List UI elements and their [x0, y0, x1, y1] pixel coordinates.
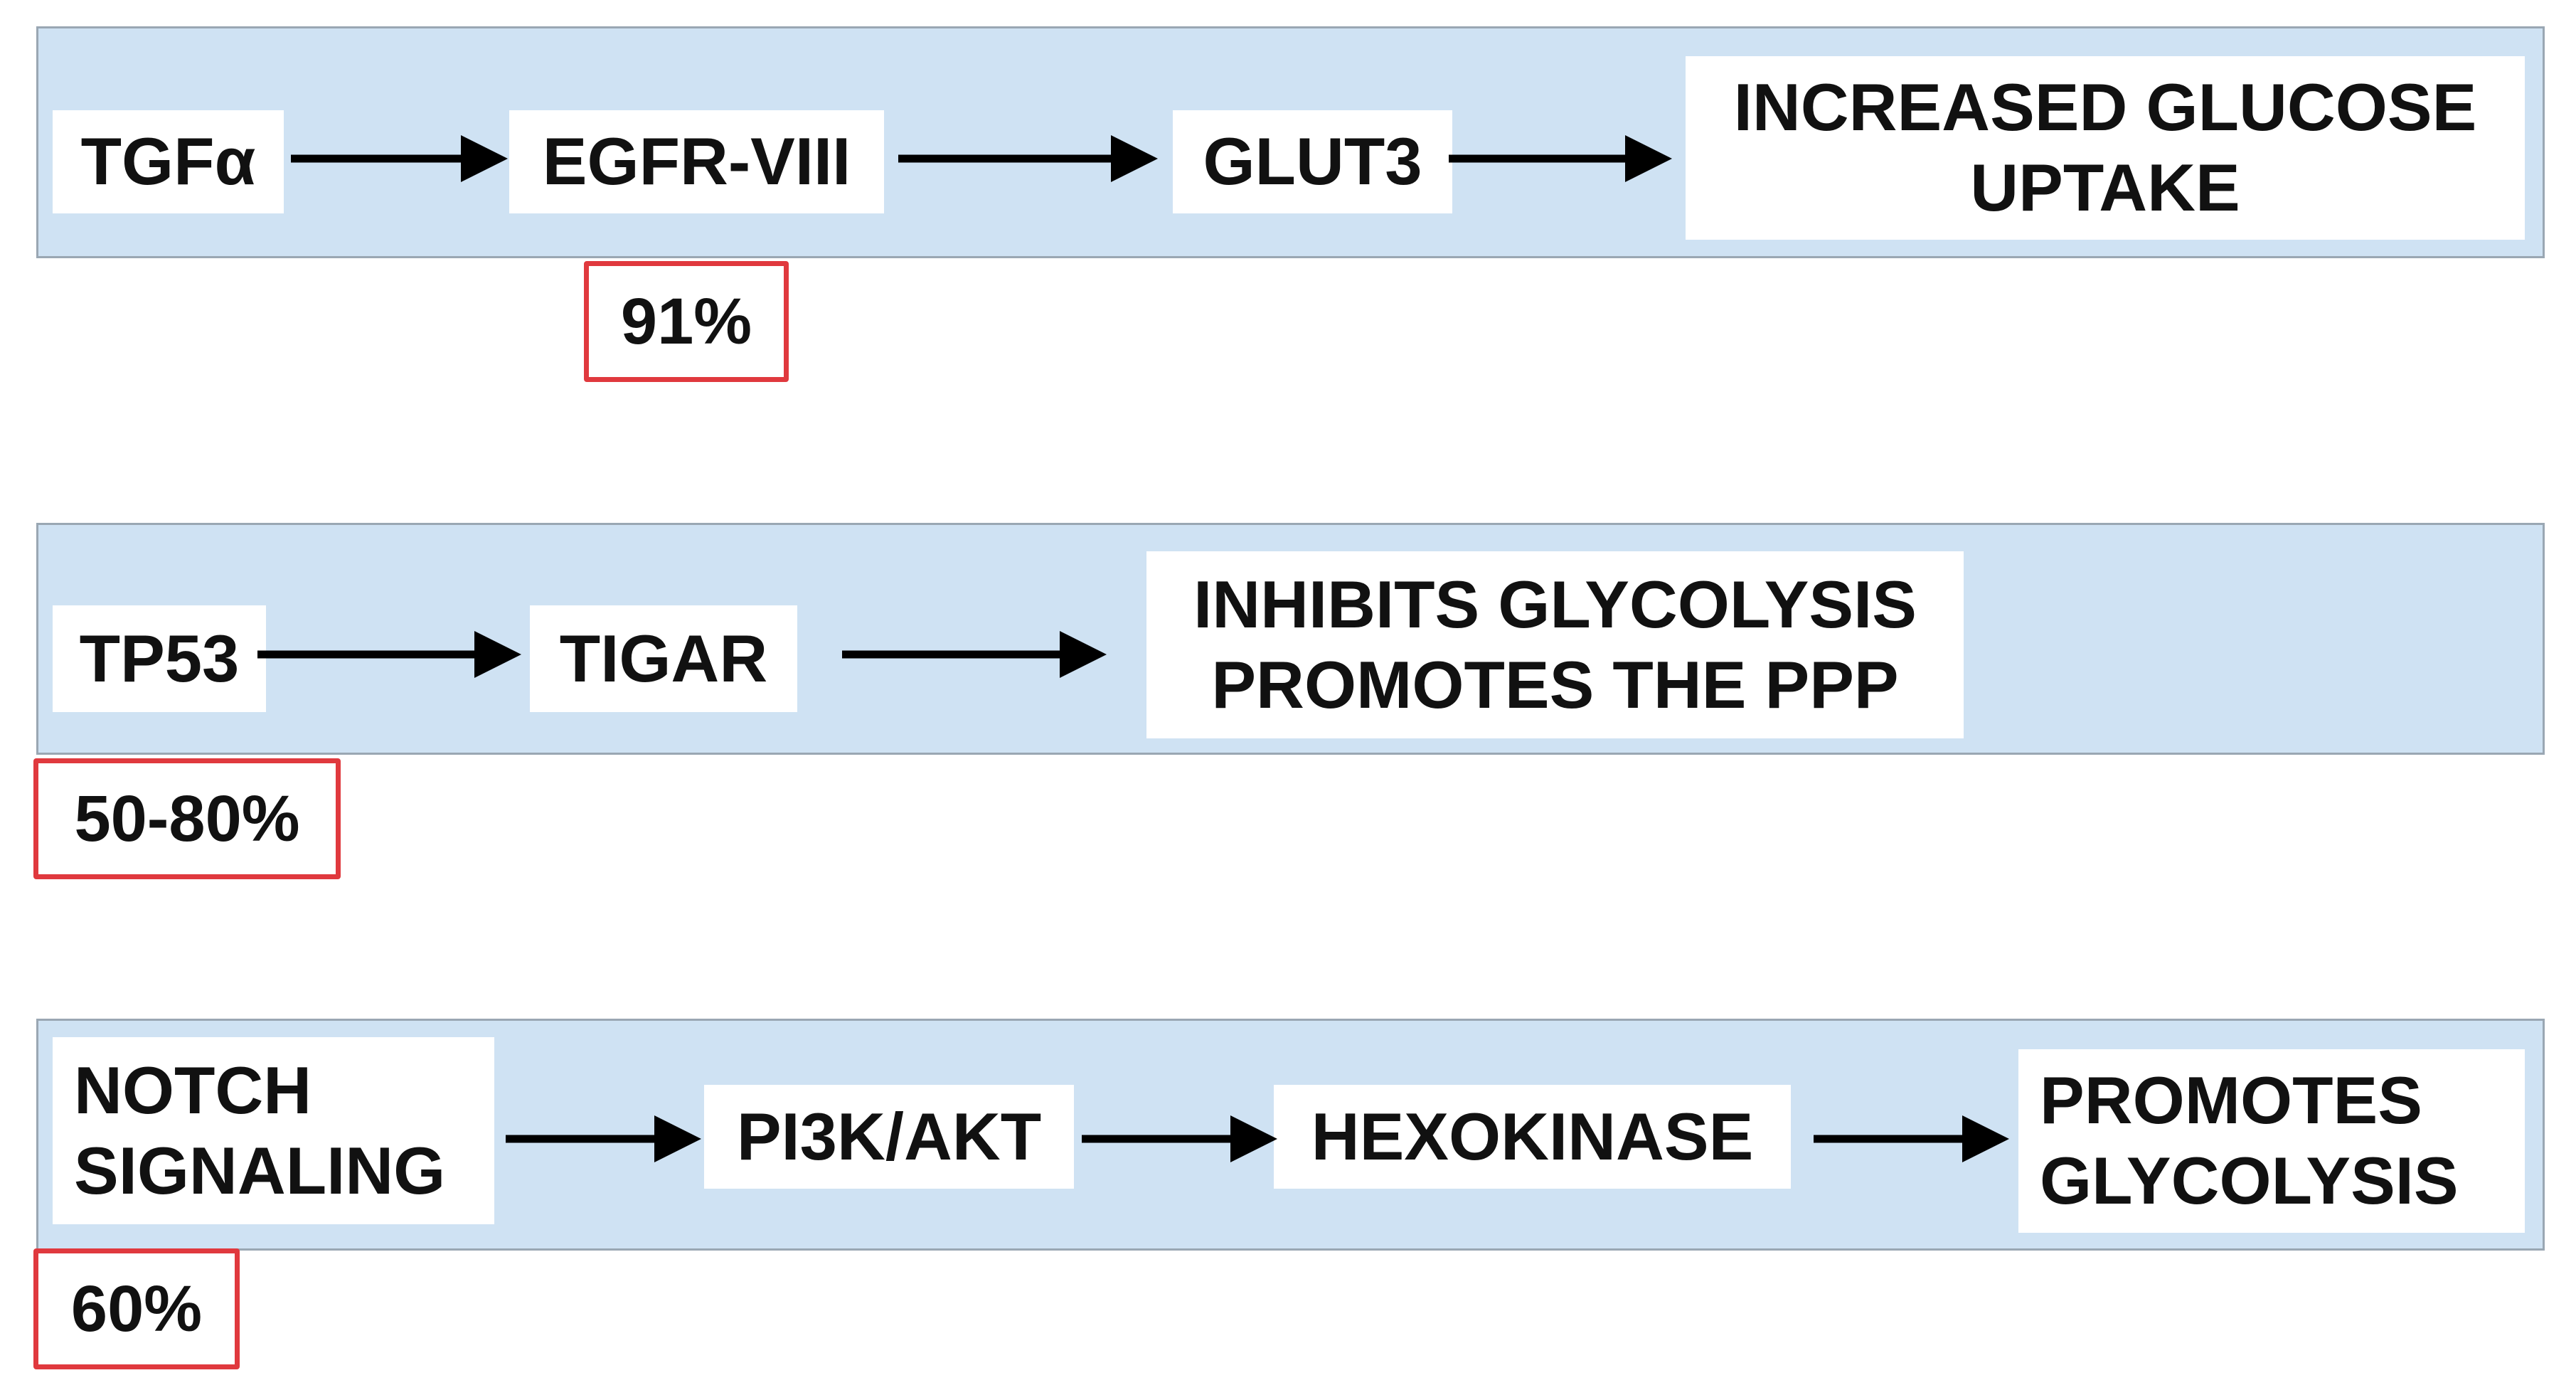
- node-tgf-alpha: TGFα: [53, 110, 284, 213]
- node-pi3k-akt: PI3K/AKT: [704, 1085, 1074, 1189]
- node-tp53: TP53: [53, 605, 266, 712]
- node-hexokinase: HEXOKINASE: [1274, 1085, 1791, 1189]
- frequency-badge-egfr: 91%: [584, 261, 789, 382]
- frequency-badge-tp53: 50-80%: [33, 758, 341, 879]
- node-promotes-glycolysis: PROMOTES GLYCOLYSIS: [2018, 1049, 2525, 1233]
- frequency-badge-notch: 60%: [33, 1248, 240, 1369]
- node-glut3: GLUT3: [1173, 110, 1452, 213]
- node-egfr-viii: EGFR-VIII: [509, 110, 884, 213]
- node-increased-glucose-uptake: INCREASED GLUCOSE UPTAKE: [1686, 56, 2525, 240]
- node-tigar: TIGAR: [530, 605, 797, 712]
- node-inhibits-glycolysis: INHIBITS GLYCOLYSIS PROMOTES THE PPP: [1146, 551, 1964, 738]
- node-notch-signaling: NOTCH SIGNALING: [53, 1037, 494, 1224]
